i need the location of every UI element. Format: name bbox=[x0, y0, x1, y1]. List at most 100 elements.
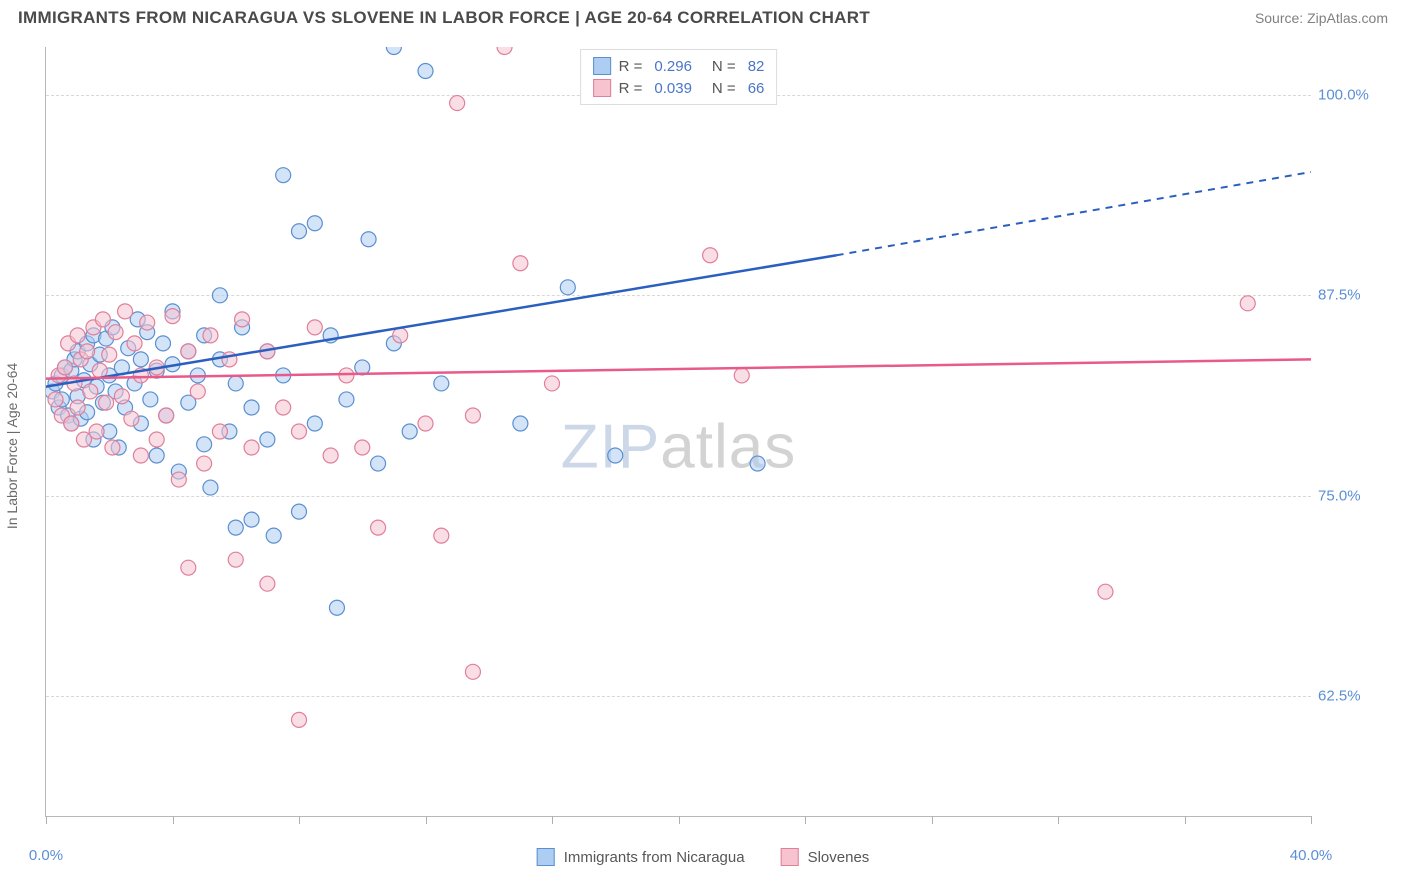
scatter-point bbox=[402, 424, 417, 439]
scatter-point bbox=[156, 336, 171, 351]
n-value-1: 82 bbox=[748, 58, 765, 75]
x-tick bbox=[299, 816, 300, 824]
scatter-point bbox=[228, 520, 243, 535]
scatter-point bbox=[292, 712, 307, 727]
scatter-point bbox=[266, 528, 281, 543]
x-tick bbox=[1058, 816, 1059, 824]
scatter-point bbox=[465, 664, 480, 679]
scatter-point bbox=[190, 384, 205, 399]
scatter-point bbox=[292, 504, 307, 519]
scatter-point bbox=[80, 344, 95, 359]
legend-label-1: Immigrants from Nicaragua bbox=[564, 849, 745, 866]
y-tick-label: 87.5% bbox=[1318, 287, 1393, 304]
scatter-point bbox=[133, 448, 148, 463]
scatter-point bbox=[118, 304, 133, 319]
scatter-point bbox=[339, 368, 354, 383]
scatter-point bbox=[513, 416, 528, 431]
legend-swatch-blue bbox=[593, 57, 611, 75]
y-tick-label: 100.0% bbox=[1318, 87, 1393, 104]
scatter-point bbox=[133, 352, 148, 367]
x-tick bbox=[679, 816, 680, 824]
scatter-point bbox=[450, 96, 465, 111]
scatter-point bbox=[171, 472, 186, 487]
scatter-point bbox=[64, 416, 79, 431]
y-tick-label: 75.0% bbox=[1318, 487, 1393, 504]
scatter-point bbox=[434, 376, 449, 391]
scatter-point bbox=[513, 256, 528, 271]
scatter-point bbox=[371, 520, 386, 535]
r-value-2: 0.039 bbox=[654, 80, 692, 97]
scatter-point bbox=[70, 400, 85, 415]
scatter-point bbox=[418, 416, 433, 431]
scatter-point bbox=[393, 328, 408, 343]
n-value-2: 66 bbox=[748, 80, 765, 97]
scatter-point bbox=[371, 456, 386, 471]
source-attribution: Source: ZipAtlas.com bbox=[1255, 10, 1388, 26]
scatter-point bbox=[228, 552, 243, 567]
legend-label-2: Slovenes bbox=[808, 849, 870, 866]
x-tick bbox=[173, 816, 174, 824]
scatter-point bbox=[149, 448, 164, 463]
scatter-point bbox=[212, 424, 227, 439]
scatter-point bbox=[1098, 584, 1113, 599]
x-tick bbox=[932, 816, 933, 824]
scatter-point bbox=[329, 600, 344, 615]
scatter-point bbox=[197, 456, 212, 471]
x-tick bbox=[1185, 816, 1186, 824]
r-label: R = bbox=[619, 80, 643, 97]
scatter-point bbox=[292, 424, 307, 439]
y-tick-label: 62.5% bbox=[1318, 687, 1393, 704]
r-label: R = bbox=[619, 58, 643, 75]
scatter-point bbox=[197, 437, 212, 452]
scatter-point bbox=[339, 392, 354, 407]
scatter-point bbox=[102, 347, 117, 362]
scatter-point bbox=[70, 328, 85, 343]
scatter-point bbox=[434, 528, 449, 543]
x-tick bbox=[426, 816, 427, 824]
legend-row-series1: R = 0.296 N = 82 bbox=[593, 55, 765, 77]
scatter-point bbox=[244, 400, 259, 415]
scatter-point bbox=[276, 400, 291, 415]
legend-swatch-blue bbox=[537, 848, 555, 866]
scatter-point bbox=[228, 376, 243, 391]
scatter-point bbox=[386, 47, 401, 55]
correlation-legend: R = 0.296 N = 82 R = 0.039 N = 66 bbox=[580, 49, 778, 105]
scatter-svg bbox=[46, 47, 1311, 816]
scatter-point bbox=[89, 424, 104, 439]
scatter-point bbox=[140, 315, 155, 330]
scatter-point bbox=[105, 440, 120, 455]
chart-plot-area: ZIPatlas R = 0.296 N = 82 R = 0.039 N = … bbox=[45, 47, 1311, 817]
scatter-point bbox=[545, 376, 560, 391]
series-legend: Immigrants from Nicaragua Slovenes bbox=[537, 848, 870, 866]
scatter-point bbox=[235, 312, 250, 327]
scatter-point bbox=[99, 395, 114, 410]
scatter-point bbox=[143, 392, 158, 407]
x-tick bbox=[552, 816, 553, 824]
scatter-point bbox=[418, 64, 433, 79]
scatter-point bbox=[307, 320, 322, 335]
scatter-point bbox=[212, 288, 227, 303]
chart-title: IMMIGRANTS FROM NICARAGUA VS SLOVENE IN … bbox=[18, 8, 870, 28]
trend-line bbox=[46, 255, 837, 386]
x-tick bbox=[46, 816, 47, 824]
scatter-point bbox=[734, 368, 749, 383]
scatter-point bbox=[149, 432, 164, 447]
scatter-point bbox=[165, 309, 180, 324]
scatter-point bbox=[260, 576, 275, 591]
scatter-point bbox=[292, 224, 307, 239]
scatter-point bbox=[83, 384, 98, 399]
n-label: N = bbox=[712, 58, 736, 75]
y-axis-label: In Labor Force | Age 20-64 bbox=[4, 363, 20, 529]
scatter-point bbox=[497, 47, 512, 55]
x-tick-label: 40.0% bbox=[1290, 847, 1333, 864]
legend-item-1: Immigrants from Nicaragua bbox=[537, 848, 745, 866]
legend-row-series2: R = 0.039 N = 66 bbox=[593, 77, 765, 99]
x-tick-label: 0.0% bbox=[29, 847, 63, 864]
scatter-point bbox=[1240, 296, 1255, 311]
n-label: N = bbox=[712, 80, 736, 97]
scatter-point bbox=[181, 344, 196, 359]
scatter-point bbox=[95, 312, 110, 327]
r-value-1: 0.296 bbox=[654, 58, 692, 75]
legend-item-2: Slovenes bbox=[781, 848, 870, 866]
scatter-point bbox=[323, 448, 338, 463]
